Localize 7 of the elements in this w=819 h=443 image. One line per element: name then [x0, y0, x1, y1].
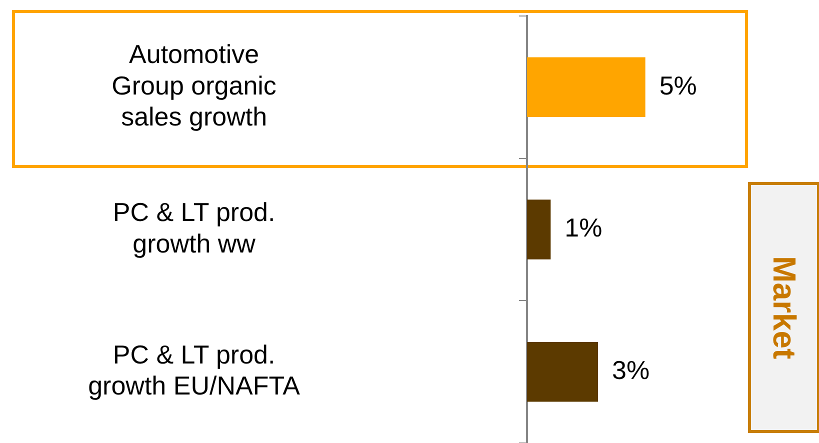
y-tick-label: PC & LT prod. growth ww [112, 197, 276, 258]
text: Market [766, 256, 802, 360]
data-label: 1% [564, 212, 602, 243]
data-label: 5% [659, 70, 697, 100]
y-tick-label: Automotive Group organic sales growth [112, 39, 276, 132]
data-label: 3% [612, 355, 650, 386]
y-tick-label: PC & LT prod. growth EU/NAFTA [88, 339, 301, 401]
